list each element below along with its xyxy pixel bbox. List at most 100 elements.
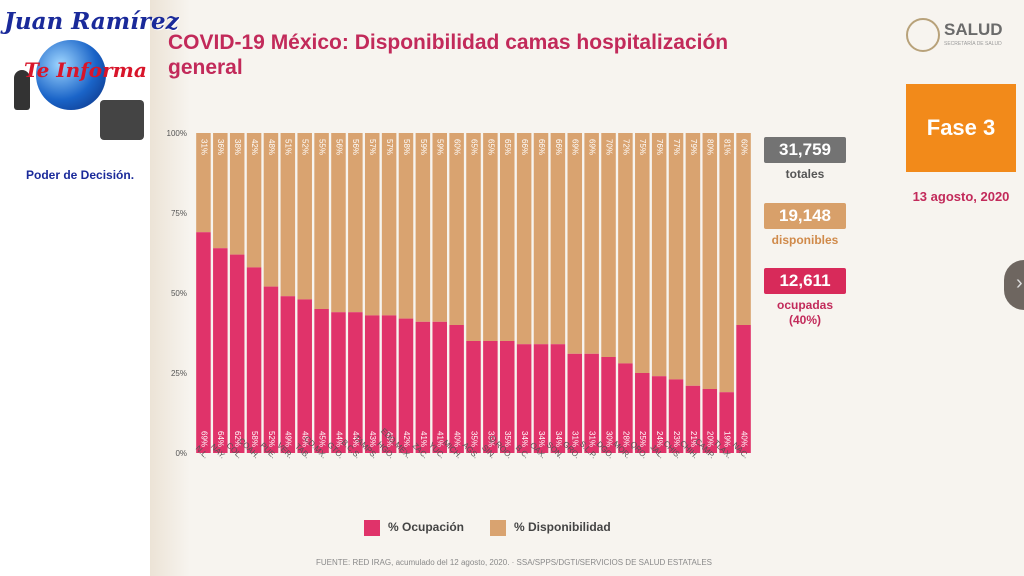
data-label-disponibilidad: 31%	[199, 139, 208, 155]
phase-badge: Fase 3	[906, 84, 1016, 172]
data-label-ocupacion: 45%	[317, 431, 326, 447]
bar-disponibilidad	[736, 133, 751, 325]
data-label-ocupacion: 35%	[469, 431, 478, 447]
globe-icon	[36, 40, 106, 110]
microphone-icon	[14, 70, 30, 110]
camera-icon	[100, 100, 144, 140]
bar-ocupacion	[483, 341, 498, 453]
bar-ocupacion	[533, 344, 549, 453]
data-label-ocupacion: 28%	[621, 431, 630, 447]
bar-ocupacion	[736, 325, 751, 453]
bar-ocupacion	[314, 309, 329, 453]
data-label-ocupacion: 34%	[537, 431, 546, 447]
data-label-ocupacion: 41%	[419, 431, 428, 447]
logo-name: Juan Ramírez	[4, 8, 179, 35]
y-tick-label: 0%	[175, 449, 187, 458]
data-label-ocupacion: 43%	[385, 431, 394, 447]
bar-disponibilidad	[685, 133, 701, 386]
legend-swatch-disponibilidad	[490, 520, 506, 536]
chevron-right-icon: ›	[1016, 272, 1023, 294]
channel-logo: Juan Ramírez Te Informa Poder de Decisió…	[0, 0, 179, 190]
next-slide-button[interactable]: ›	[1004, 260, 1024, 310]
bar-ocupacion	[550, 344, 566, 453]
data-label-disponibilidad: 58%	[402, 139, 411, 155]
bar-disponibilidad	[651, 133, 667, 377]
legend-swatch-ocupacion	[364, 520, 380, 536]
bar-ocupacion	[432, 321, 448, 453]
report-date: 13 agosto, 2020	[912, 189, 1010, 204]
data-label-disponibilidad: 42%	[250, 139, 259, 155]
slide-decoration	[150, 0, 190, 576]
data-label-disponibilidad: 66%	[520, 139, 529, 155]
data-label-disponibilidad: 57%	[385, 139, 394, 155]
bar-disponibilidad	[702, 133, 718, 389]
bar-ocupacion	[601, 357, 616, 453]
logo-motto: Poder de Decisión.	[26, 168, 135, 182]
data-label-ocupacion: 31%	[588, 431, 597, 447]
data-label-disponibilidad: 60%	[739, 139, 748, 155]
bar-ocupacion	[415, 321, 431, 453]
data-label-ocupacion: 40%	[453, 431, 462, 447]
bar-ocupacion	[297, 299, 312, 453]
data-label-disponibilidad: 51%	[284, 139, 293, 155]
bar-ocupacion	[466, 341, 481, 453]
bar-disponibilidad	[331, 133, 346, 313]
data-label-disponibilidad: 75%	[638, 139, 647, 155]
bar-ocupacion	[618, 363, 633, 453]
data-label-ocupacion: 21%	[689, 431, 698, 447]
bar-disponibilidad	[533, 133, 549, 345]
data-label-disponibilidad: 69%	[571, 139, 580, 155]
stat-total: 31,759 totales	[764, 137, 846, 182]
data-label-ocupacion: 44%	[334, 431, 343, 447]
data-label-ocupacion: 44%	[351, 431, 360, 447]
bar-disponibilidad	[280, 133, 296, 297]
bar-ocupacion	[246, 267, 262, 453]
data-label-disponibilidad: 69%	[588, 139, 597, 155]
data-label-disponibilidad: 65%	[486, 139, 495, 155]
data-label-ocupacion: 40%	[739, 431, 748, 447]
data-label-ocupacion: 25%	[638, 431, 647, 447]
stat-occupied-label: ocupadas (40%)	[776, 298, 833, 327]
data-label-disponibilidad: 36%	[216, 139, 225, 155]
stat-total-value: 31,759	[764, 137, 846, 163]
data-label-ocupacion: 19%	[723, 431, 732, 447]
data-label-disponibilidad: 56%	[351, 139, 360, 155]
bar-ocupacion	[651, 376, 667, 453]
bar-disponibilidad	[601, 133, 616, 357]
data-label-ocupacion: 52%	[267, 431, 276, 447]
bar-ocupacion	[584, 353, 599, 453]
data-label-disponibilidad: 56%	[334, 139, 343, 155]
bar-disponibilidad	[415, 133, 431, 322]
data-label-disponibilidad: 59%	[419, 139, 428, 155]
data-label-ocupacion: 49%	[284, 431, 293, 447]
data-label-disponibilidad: 72%	[621, 139, 630, 155]
bar-disponibilidad	[213, 133, 228, 249]
bar-ocupacion	[567, 353, 583, 453]
bar-ocupacion	[196, 232, 211, 453]
bar-ocupacion	[449, 325, 464, 453]
data-label-disponibilidad: 65%	[503, 139, 512, 155]
data-label-disponibilidad: 59%	[436, 139, 445, 155]
bar-disponibilidad	[567, 133, 583, 354]
bar-disponibilidad	[719, 133, 734, 393]
bar-ocupacion	[364, 315, 380, 453]
bar-disponibilidad	[196, 133, 211, 233]
data-label-disponibilidad: 52%	[301, 139, 310, 155]
stat-occupied: 12,611 ocupadas (40%)	[764, 268, 846, 328]
legend-label-disponibilidad: % Disponibilidad	[514, 520, 611, 535]
bar-ocupacion	[229, 254, 245, 453]
bar-disponibilidad	[584, 133, 599, 354]
data-label-ocupacion: 20%	[706, 431, 715, 447]
bar-disponibilidad	[229, 133, 245, 255]
stat-available: 19,148 disponibles	[764, 203, 846, 248]
bar-disponibilidad	[618, 133, 633, 364]
data-label-disponibilidad: 77%	[672, 139, 681, 155]
data-label-disponibilidad: 65%	[469, 139, 478, 155]
data-label-ocupacion: 34%	[554, 431, 563, 447]
bar-disponibilidad	[314, 133, 329, 309]
seal-icon	[906, 18, 940, 52]
salud-subtitle: SECRETARÍA DE SALUD	[944, 41, 1002, 47]
bar-disponibilidad	[466, 133, 481, 341]
data-label-ocupacion: 62%	[233, 431, 242, 447]
bar-disponibilidad	[263, 133, 279, 287]
